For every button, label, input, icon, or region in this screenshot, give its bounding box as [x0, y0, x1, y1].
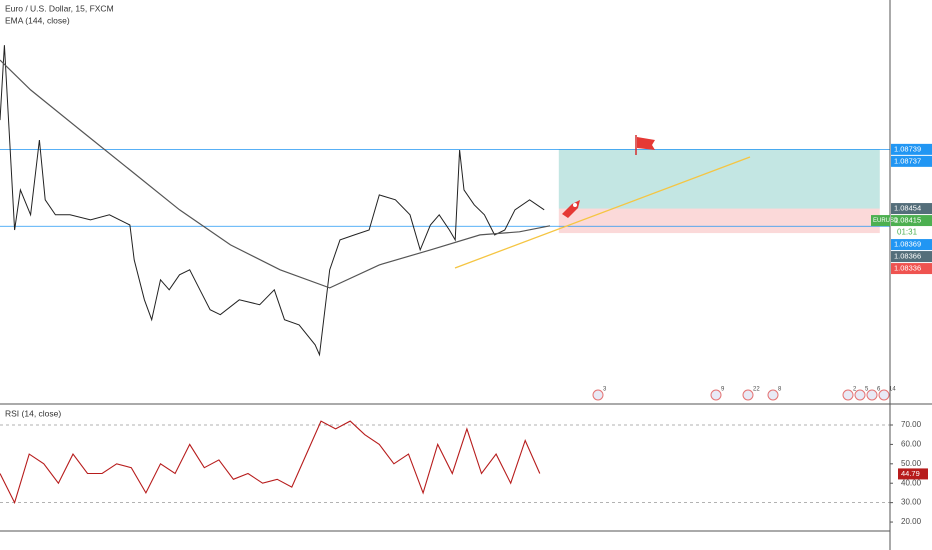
event-icon	[842, 389, 854, 401]
event-count: 5	[865, 387, 869, 393]
price-tag-label: 1.08739	[894, 144, 921, 153]
ema-line	[0, 59, 551, 289]
rsi-tag-label: 44.79	[901, 469, 920, 478]
trend-line	[454, 156, 751, 269]
rocket-icon	[562, 200, 580, 218]
event-icon	[592, 389, 604, 401]
event-icon	[854, 389, 866, 401]
price-tag	[891, 155, 932, 167]
price-tag-label: 1.08366	[894, 252, 921, 261]
event-icon	[710, 389, 722, 401]
event-icon	[866, 389, 878, 401]
price-tag	[891, 263, 932, 275]
price-tag-label: 1.08369	[894, 240, 921, 249]
event-count: 9	[721, 387, 725, 393]
price-line	[0, 45, 545, 357]
indicator-label: EMA (144, close)	[5, 15, 70, 25]
plot: 3 9 22 8 2 5 6 14	[0, 45, 896, 505]
event-count: 14	[889, 387, 896, 393]
price-tag-label: 1.08415	[894, 216, 921, 225]
rsi-tick-label: 20.00	[901, 517, 922, 526]
target-zone	[558, 149, 880, 209]
rsi-tick-label: 70.00	[901, 420, 922, 429]
price-tag	[891, 215, 932, 227]
flag	[635, 135, 655, 155]
rsi-tag	[898, 468, 928, 480]
price-tag	[891, 143, 932, 155]
rsi-tick-label: 60.00	[901, 440, 922, 449]
rsi-tick-label: 30.00	[901, 498, 922, 507]
stop-zone	[558, 208, 880, 234]
rsi-line	[0, 420, 541, 505]
event-count: 22	[753, 387, 760, 393]
price-tag-label: 1.08737	[894, 156, 921, 165]
chart-title: Euro / U.S. Dollar, 15, FXCM	[5, 3, 114, 13]
price-tag	[891, 203, 932, 215]
rsi-tick-label: 40.00	[901, 478, 922, 487]
price-tag	[891, 239, 932, 251]
symbol-label: EURUSD	[873, 218, 899, 224]
price-tag	[891, 251, 932, 263]
price-tag-label: 1.08454	[894, 204, 921, 213]
event-count: 3	[603, 387, 607, 393]
countdown: 01:31	[897, 228, 918, 237]
event-icon	[742, 389, 754, 401]
grid	[0, 424, 890, 503]
event-count: 6	[877, 387, 881, 393]
event-icon	[878, 389, 890, 401]
event-icon	[767, 389, 779, 401]
rsi-title: RSI (14, close)	[5, 408, 61, 418]
event-count: 8	[778, 387, 782, 393]
symbol-tag	[871, 215, 890, 227]
event-count: 2	[853, 387, 857, 393]
price-tag-label: 1.08336	[894, 264, 921, 273]
rsi-tick-label: 50.00	[901, 459, 922, 468]
